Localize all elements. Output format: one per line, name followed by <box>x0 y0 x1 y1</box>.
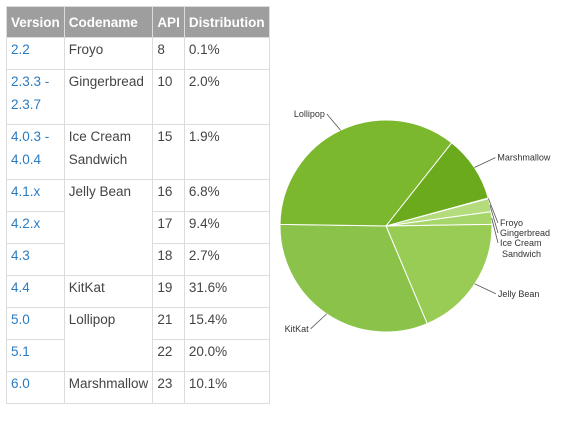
table-row: 4.4 KitKat 19 31.6% <box>6 275 270 308</box>
api-cell: 23 <box>152 371 185 404</box>
table-row: 4.0.3 - 4.0.4 Ice Cream Sandwich 15 1.9% <box>6 124 270 180</box>
api-cell: 10 <box>152 69 185 125</box>
api-cell: 16 <box>152 179 185 212</box>
api-cell: 8 <box>152 37 185 70</box>
codename-cell: Marshmallow <box>63 371 154 404</box>
pie-slice-kitkat <box>279 223 428 333</box>
leader-line-gingerbread <box>489 205 499 234</box>
version-cell[interactable]: 4.4 <box>6 275 65 308</box>
codename-cell: Lollipop <box>63 307 154 372</box>
table-row: 4.3 18 2.7% <box>6 243 270 276</box>
pie-slice-jelly-bean <box>385 223 493 325</box>
pie-label-gingerbread: Gingerbread <box>500 228 550 238</box>
table-header-row: Version Codename API Distribution <box>6 6 270 38</box>
version-cell[interactable]: 5.1 <box>6 339 65 372</box>
distribution-cell: 10.1% <box>183 371 270 404</box>
leader-line-lollipop <box>326 113 341 131</box>
distribution-cell: 2.0% <box>183 69 270 125</box>
table-row: 6.0 Marshmallow 23 10.1% <box>6 371 270 404</box>
pie-label-marshmallow: Marshmallow <box>497 153 551 163</box>
api-cell: 15 <box>152 124 185 180</box>
distribution-cell: 6.8% <box>183 179 270 212</box>
pie-label-froyo: Froyo <box>500 218 523 228</box>
header-codename: Codename <box>63 6 154 38</box>
distribution-cell: 20.0% <box>183 339 270 372</box>
distribution-cell: 2.7% <box>183 243 270 276</box>
pie-label-kitkat: KitKat <box>285 324 310 334</box>
codename-cell: Ice Cream Sandwich <box>63 124 154 180</box>
version-cell[interactable]: 2.2 <box>6 37 65 70</box>
distribution-cell: 9.4% <box>183 211 270 244</box>
header-distribution: Distribution <box>183 6 270 38</box>
version-cell[interactable]: 4.1.x <box>6 179 65 212</box>
table-row: 2.2 Froyo 8 0.1% <box>6 37 270 70</box>
table-row: 2.3.3 - 2.3.7 Gingerbread 10 2.0% <box>6 69 270 125</box>
header-api: API <box>152 6 185 38</box>
pie-label-ice-cream-sandwich-line2: Sandwich <box>502 249 541 259</box>
api-cell: 22 <box>152 339 185 372</box>
leader-line-froyo <box>487 198 499 224</box>
api-cell: 21 <box>152 307 185 340</box>
api-cell: 18 <box>152 243 185 276</box>
table-row: 5.1 22 20.0% <box>6 339 270 372</box>
codename-cell: KitKat <box>63 275 154 308</box>
pie-label-ice-cream-sandwich: Ice Cream <box>500 238 542 248</box>
pie-label-jelly-bean: Jelly Bean <box>498 289 540 299</box>
table-row: 4.2.x 17 9.4% <box>6 211 270 244</box>
version-cell[interactable]: 6.0 <box>6 371 65 404</box>
version-cell[interactable]: 4.0.3 - 4.0.4 <box>6 124 65 180</box>
distribution-cell: 1.9% <box>183 124 270 180</box>
version-cell[interactable]: 2.3.3 - 2.3.7 <box>6 69 65 125</box>
version-cell[interactable]: 4.2.x <box>6 211 65 244</box>
codename-cell: Gingerbread <box>63 69 154 125</box>
distribution-cell: 0.1% <box>183 37 270 70</box>
table-row: 4.1.x Jelly Bean 16 6.8% <box>6 179 270 276</box>
codename-cell: Jelly Bean <box>63 179 154 276</box>
header-version: Version <box>6 6 65 38</box>
leader-line-marshmallow <box>474 157 496 168</box>
codename-cell: Froyo <box>63 37 154 70</box>
leader-line-jelly-bean <box>474 283 497 295</box>
distribution-cell: 15.4% <box>183 307 270 340</box>
distribution-cell: 31.6% <box>183 275 270 308</box>
version-cell[interactable]: 4.3 <box>6 243 65 276</box>
version-cell[interactable]: 5.0 <box>6 307 65 340</box>
leader-line-ice-cream-sandwich <box>491 217 499 244</box>
pie-label-lollipop: Lollipop <box>294 109 325 119</box>
leader-line-kitkat <box>310 313 327 330</box>
api-cell: 19 <box>152 275 185 308</box>
table-row: 5.0 Lollipop 21 15.4% <box>6 307 270 372</box>
distribution-table: Version Codename API Distribution 2.2 Fr… <box>6 6 270 404</box>
api-cell: 17 <box>152 211 185 244</box>
